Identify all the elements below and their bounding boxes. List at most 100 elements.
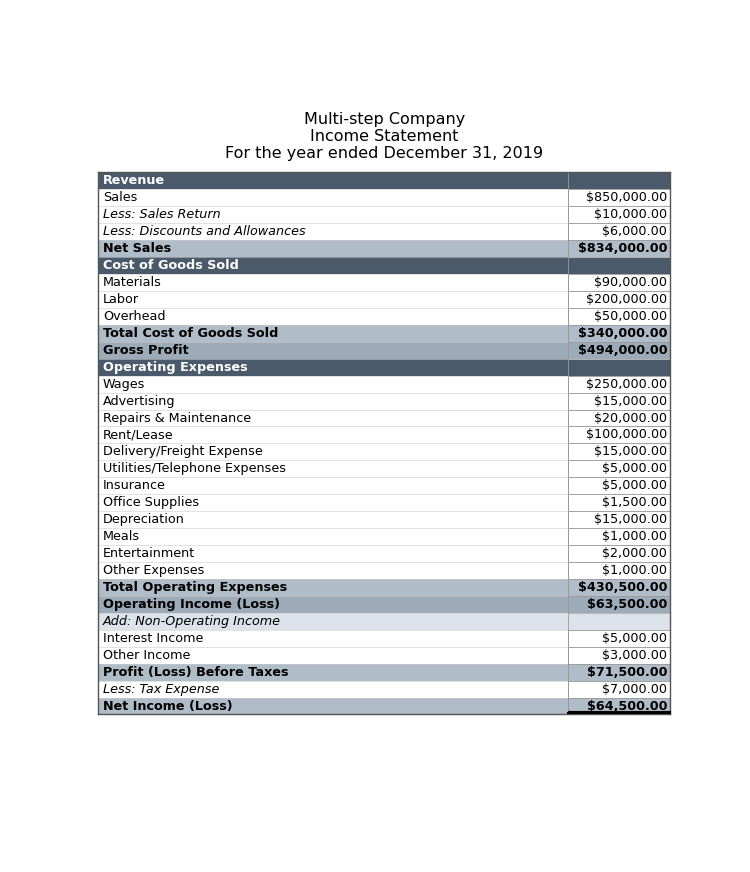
Text: $834,000.00: $834,000.00	[578, 242, 668, 255]
Bar	[568, 698, 670, 714]
Text: $5,000.00: $5,000.00	[602, 631, 668, 644]
Text: $71,500.00: $71,500.00	[586, 665, 668, 678]
Text: Advertising: Advertising	[103, 395, 176, 407]
Bar	[98, 189, 670, 207]
Bar	[568, 426, 670, 444]
Bar	[568, 562, 670, 579]
Bar	[98, 681, 670, 698]
Bar	[98, 647, 670, 664]
Text: Sales: Sales	[103, 191, 137, 204]
Bar	[568, 376, 670, 392]
Bar	[568, 274, 670, 291]
Text: $1,000.00: $1,000.00	[602, 530, 668, 543]
Text: Cost of Goods Sold: Cost of Goods Sold	[103, 259, 239, 272]
Bar	[568, 681, 670, 698]
Text: For the year ended December 31, 2019: For the year ended December 31, 2019	[225, 146, 544, 160]
Text: Wages: Wages	[103, 378, 146, 391]
Text: $63,500.00: $63,500.00	[586, 598, 668, 611]
Text: Other Income: Other Income	[103, 649, 190, 662]
Bar	[98, 173, 670, 189]
Text: $2,000.00: $2,000.00	[602, 547, 668, 560]
Bar	[98, 613, 670, 630]
Text: Net Sales: Net Sales	[103, 242, 171, 255]
Bar	[568, 444, 670, 460]
Text: Interest Income: Interest Income	[103, 631, 203, 644]
Text: Rent/Lease: Rent/Lease	[103, 428, 174, 441]
Bar	[98, 426, 670, 444]
Text: Add: Non-Operating Income: Add: Non-Operating Income	[103, 615, 281, 628]
Bar	[568, 189, 670, 207]
Bar	[98, 274, 670, 291]
Bar	[98, 511, 670, 528]
Text: $1,000.00: $1,000.00	[602, 564, 668, 577]
Text: Total Operating Expenses: Total Operating Expenses	[103, 581, 287, 594]
Bar	[568, 477, 670, 494]
Bar	[98, 664, 670, 681]
Bar	[98, 698, 670, 714]
Bar	[98, 342, 670, 358]
Bar	[98, 630, 670, 647]
Text: Less: Tax Expense: Less: Tax Expense	[103, 683, 220, 696]
Bar	[98, 223, 670, 240]
Bar	[98, 240, 670, 257]
Bar	[568, 511, 670, 528]
Bar	[568, 410, 670, 426]
Bar	[568, 207, 670, 223]
Text: Profit (Loss) Before Taxes: Profit (Loss) Before Taxes	[103, 665, 289, 678]
Text: Income Statement: Income Statement	[310, 129, 458, 144]
Text: $15,000.00: $15,000.00	[594, 446, 668, 459]
Text: Net Income (Loss): Net Income (Loss)	[103, 699, 232, 712]
Text: $5,000.00: $5,000.00	[602, 480, 668, 493]
Bar	[98, 376, 670, 392]
Bar	[568, 528, 670, 545]
Text: $7,000.00: $7,000.00	[602, 683, 668, 696]
Text: Meals: Meals	[103, 530, 140, 543]
Text: $5,000.00: $5,000.00	[602, 462, 668, 475]
Bar	[568, 630, 670, 647]
Text: Less: Discounts and Allowances: Less: Discounts and Allowances	[103, 225, 306, 238]
Text: Operating Income (Loss): Operating Income (Loss)	[103, 598, 280, 611]
Bar	[98, 358, 670, 376]
Text: $100,000.00: $100,000.00	[586, 428, 668, 441]
Bar	[98, 460, 670, 477]
Text: $340,000.00: $340,000.00	[578, 327, 668, 340]
Text: $15,000.00: $15,000.00	[594, 513, 668, 526]
Bar	[98, 579, 670, 596]
Bar	[568, 223, 670, 240]
Bar	[98, 477, 670, 494]
Text: $10,000.00: $10,000.00	[594, 208, 668, 221]
Bar	[568, 647, 670, 664]
Text: $494,000.00: $494,000.00	[578, 344, 668, 357]
Text: Entertainment: Entertainment	[103, 547, 195, 560]
Bar	[568, 460, 670, 477]
Bar	[98, 207, 670, 223]
Text: Repairs & Maintenance: Repairs & Maintenance	[103, 412, 251, 425]
Text: Other Expenses: Other Expenses	[103, 564, 205, 577]
Bar	[568, 494, 670, 511]
Bar	[98, 562, 670, 579]
Bar	[98, 596, 670, 613]
Bar	[98, 410, 670, 426]
Bar	[568, 291, 670, 308]
Text: Revenue: Revenue	[103, 174, 165, 187]
Text: $50,000.00: $50,000.00	[594, 310, 668, 323]
Text: $430,500.00: $430,500.00	[578, 581, 668, 594]
Bar	[98, 308, 670, 325]
Text: $15,000.00: $15,000.00	[594, 395, 668, 407]
Text: Delivery/Freight Expense: Delivery/Freight Expense	[103, 446, 262, 459]
Text: Operating Expenses: Operating Expenses	[103, 361, 248, 374]
Text: $850,000.00: $850,000.00	[586, 191, 668, 204]
Text: Utilities/Telephone Expenses: Utilities/Telephone Expenses	[103, 462, 286, 475]
Bar	[98, 257, 670, 274]
Text: Insurance: Insurance	[103, 480, 166, 493]
Bar	[568, 392, 670, 410]
Bar	[568, 308, 670, 325]
Bar	[98, 392, 670, 410]
Text: $250,000.00: $250,000.00	[586, 378, 668, 391]
Text: Labor: Labor	[103, 293, 140, 306]
Text: $200,000.00: $200,000.00	[586, 293, 668, 306]
Bar	[568, 342, 670, 358]
Bar	[98, 528, 670, 545]
Bar	[568, 664, 670, 681]
Text: Office Supplies: Office Supplies	[103, 496, 200, 509]
